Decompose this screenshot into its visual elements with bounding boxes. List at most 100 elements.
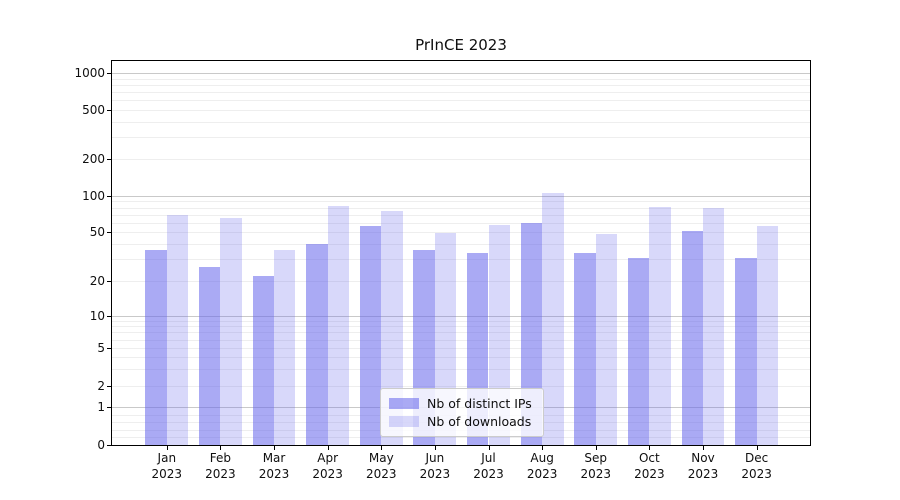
x-tick-label-apr: Apr 2023 [288, 450, 368, 482]
x-tick-year: 2023 [419, 467, 451, 481]
y-tick-mark-50 [107, 232, 111, 233]
gridline-minor [112, 259, 810, 261]
x-tick-month: Apr [317, 451, 339, 465]
x-tick-year: 2023 [580, 467, 611, 481]
y-tick-mark-2 [107, 386, 111, 387]
bar-nb-of-distinct-ips-jan [145, 249, 167, 445]
gridline-minor [112, 320, 810, 322]
gridline-minor [112, 386, 810, 387]
x-tick-month: May [368, 451, 394, 465]
x-tick-month: Nov [691, 451, 715, 465]
x-tick-mark-nov [702, 446, 704, 450]
x-tick-label-jan: Jan 2023 [127, 450, 207, 482]
x-tick-mark-sep [595, 446, 597, 450]
y-tick-label-1: 1 [97, 400, 105, 414]
x-tick-label-oct: Oct 2023 [609, 450, 689, 482]
gridline-minor [112, 207, 810, 209]
y-tick-mark-200 [107, 159, 111, 160]
x-tick-month: Aug [530, 451, 554, 465]
y-tick-mark-100 [107, 196, 111, 197]
x-tick-label-jul: Jul 2023 [449, 450, 529, 482]
gridline-minor [112, 201, 810, 203]
y-tick-mark-0 [107, 444, 111, 446]
gridline-minor [112, 92, 810, 94]
bar-nb-of-downloads-mar [274, 249, 296, 445]
chart-title: PrInCE 2023 [415, 36, 507, 54]
x-tick-month: Oct [638, 451, 660, 465]
legend-item-distinct-ips: Nb of distinct IPs [389, 396, 535, 411]
x-tick-mark-aug [542, 446, 544, 450]
legend: Nb of distinct IPs Nb of downloads [380, 388, 544, 437]
y-tick-label-20: 20 [89, 274, 105, 288]
gridline-minor [112, 121, 810, 123]
x-tick-label-mar: Mar 2023 [234, 450, 314, 482]
x-tick-month: Feb [209, 451, 232, 465]
y-tick-label-5: 5 [97, 341, 105, 355]
x-tick-month: Jul [481, 451, 496, 465]
x-tick-mark-jan [166, 446, 168, 450]
y-tick-label-200: 200 [82, 152, 105, 166]
y-tick-label-2: 2 [97, 379, 105, 393]
gridline-minor [112, 357, 810, 359]
bar-nb-of-distinct-ips-nov [681, 230, 703, 445]
gridline-minor [112, 281, 810, 282]
bar-nb-of-distinct-ips-feb [199, 266, 221, 445]
gridline-minor [112, 100, 810, 102]
gridline-minor [112, 369, 810, 371]
y-tick-mark-20 [107, 281, 111, 282]
y-tick-mark-10 [107, 316, 111, 317]
x-tick-label-jun: Jun 2023 [395, 450, 475, 482]
gridline-minor [112, 84, 810, 86]
y-tick-label-100: 100 [82, 189, 105, 203]
bar-nb-of-downloads-jan [166, 214, 189, 445]
bar-nb-of-downloads-may [381, 210, 403, 445]
bar-nb-of-downloads-nov [702, 207, 725, 445]
x-tick-label-may: May 2023 [341, 450, 421, 482]
x-tick-month: Jan [157, 451, 177, 465]
x-tick-month: Dec [744, 451, 769, 465]
bar-nb-of-downloads-apr [327, 206, 350, 445]
legend-swatch-distinct-ips [389, 398, 419, 409]
x-tick-year: 2023 [526, 467, 558, 481]
bar-nb-of-downloads-sep [595, 234, 618, 445]
gridline-minor [112, 78, 810, 80]
x-tick-year: 2023 [205, 467, 236, 481]
gridline-minor [112, 437, 810, 438]
bar-nb-of-distinct-ips-apr [306, 243, 328, 445]
x-tick-label-dec: Dec 2023 [717, 450, 797, 482]
bar-nb-of-distinct-ips-may [359, 226, 382, 445]
gridline-major [112, 316, 810, 317]
x-tick-year: 2023 [151, 467, 183, 481]
x-tick-mark-apr [327, 446, 329, 450]
x-tick-year: 2023 [365, 467, 397, 481]
x-tick-year: 2023 [687, 467, 719, 481]
gridline-minor [112, 326, 810, 328]
x-tick-mark-mar [274, 446, 276, 450]
x-tick-mark-feb [220, 446, 222, 450]
gridline-minor [112, 232, 810, 233]
gridline-minor [112, 339, 810, 341]
gridline-minor [112, 110, 810, 111]
x-tick-year: 2023 [473, 467, 504, 481]
x-tick-label-sep: Sep 2023 [556, 450, 636, 482]
x-tick-mark-oct [649, 446, 651, 450]
gridline-major [112, 73, 810, 74]
x-tick-year: 2023 [258, 467, 290, 481]
y-tick-mark-500 [107, 110, 111, 111]
gridline-minor [112, 222, 810, 224]
bar-nb-of-distinct-ips-mar [252, 275, 275, 445]
y-tick-label-10: 10 [89, 309, 105, 323]
x-tick-month: Mar [262, 451, 286, 465]
bar-nb-of-downloads-oct [649, 206, 671, 445]
x-tick-mark-jun [434, 446, 436, 450]
y-tick-label-50: 50 [89, 225, 105, 239]
bar-nb-of-distinct-ips-sep [574, 252, 596, 445]
x-tick-mark-dec [756, 446, 758, 450]
bar-nb-of-distinct-ips-oct [627, 257, 650, 445]
y-tick-label-0: 0 [97, 437, 105, 452]
bar-nb-of-downloads-aug [542, 192, 564, 445]
gridline-minor [112, 159, 810, 160]
x-tick-mark-may [381, 446, 383, 450]
x-tick-label-aug: Aug 2023 [502, 450, 582, 482]
